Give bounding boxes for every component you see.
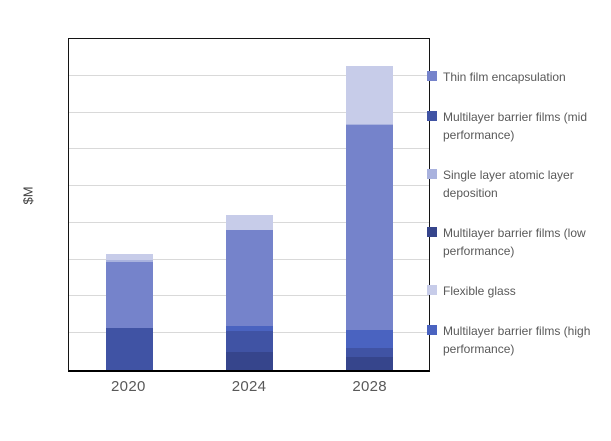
gridline: [69, 185, 429, 187]
legend-marker-icon: [427, 227, 437, 237]
legend-item: Flexible glass: [427, 282, 607, 300]
legend-item: Thin film encapsulation: [427, 68, 607, 86]
bar-segment: [225, 331, 273, 352]
bar-segment: [345, 124, 393, 126]
legend-item: Single layer atomic layer deposition: [427, 166, 607, 202]
stacked-bar-2024: [225, 214, 273, 370]
bar-segment: [105, 260, 153, 262]
x-tick-label: 2020: [111, 378, 146, 395]
bar-segment: [225, 214, 273, 230]
legend: Thin film encapsulation Multilayer barrie…: [427, 68, 607, 358]
legend-item: Multilayer barrier films (low performanc…: [427, 224, 607, 260]
bar-segment: [225, 351, 273, 370]
x-tick-label: 2028: [352, 378, 387, 395]
legend-marker-icon: [427, 169, 437, 179]
legend-item: Multilayer barrier films (high performan…: [427, 322, 607, 358]
legend-label: Multilayer barrier films (mid performanc…: [443, 110, 588, 142]
bar-segment: [345, 65, 393, 125]
stacked-bar-2028: [345, 65, 393, 370]
legend-label: Multilayer barrier films (low performanc…: [443, 226, 586, 258]
bar-segment: [345, 329, 393, 348]
bar-segment: [345, 125, 393, 330]
legend-label: Flexible glass: [443, 284, 516, 298]
legend-label: Multilayer barrier films (high performan…: [443, 324, 591, 356]
stacked-bar-2020: [105, 253, 153, 370]
x-axis-tick-labels: 2020 2024 2028: [68, 378, 430, 395]
bar-segment: [225, 229, 273, 231]
legend-marker-icon: [427, 71, 437, 81]
legend-marker-icon: [427, 111, 437, 121]
legend-item: Multilayer barrier films (mid performanc…: [427, 108, 607, 144]
gridline: [69, 74, 429, 76]
bar-segment: [105, 261, 153, 328]
y-axis-label: $M: [20, 186, 36, 205]
plot-area: [68, 38, 430, 372]
legend-label: Single layer atomic layer deposition: [443, 168, 574, 200]
bar-segment: [345, 357, 393, 370]
legend-marker-icon: [427, 285, 437, 295]
gridline: [69, 111, 429, 113]
legend-label: Thin film encapsulation: [443, 70, 566, 84]
bar-segment: [105, 327, 153, 370]
bar-segment: [105, 253, 153, 261]
bar-segment: [225, 325, 273, 332]
gridline: [69, 148, 429, 150]
bar-segment: [225, 230, 273, 326]
x-tick-label: 2024: [231, 378, 267, 395]
bars-container: [69, 39, 429, 370]
bar-segment: [345, 347, 393, 358]
legend-marker-icon: [427, 325, 437, 335]
